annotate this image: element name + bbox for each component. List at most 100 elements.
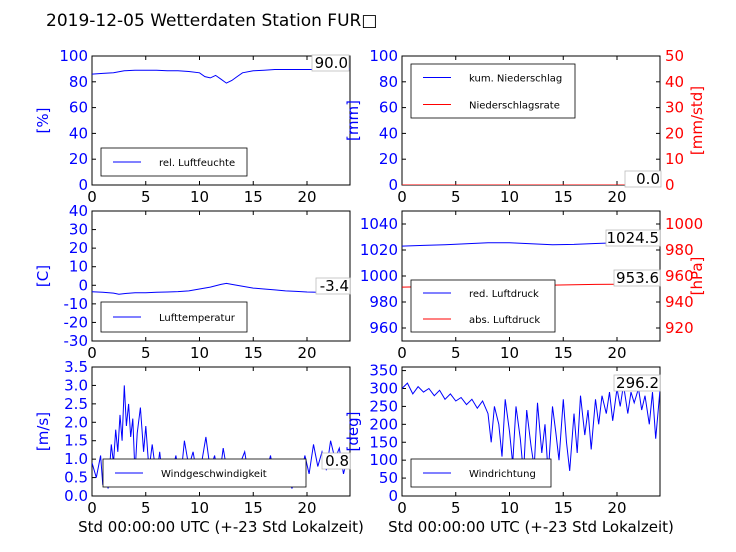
legend-entry: kum. Niederschlag xyxy=(469,74,562,85)
figure-title: 2019-12-05 Wetterdaten Station FUR□ xyxy=(46,11,377,31)
legend: Windgeschwindigkeit xyxy=(102,458,307,488)
y2-tick-label: 0 xyxy=(665,176,675,194)
current-value-box xyxy=(624,170,662,188)
y2-tick-label: 940 xyxy=(665,293,694,311)
legend: rel. Luftfeuchte xyxy=(100,147,248,177)
y-tick-label: 0 xyxy=(78,176,88,194)
x-tick-label: 5 xyxy=(451,344,461,362)
x-tick-label: 5 xyxy=(141,499,151,517)
y2-tick-label: 40 xyxy=(665,73,684,91)
x-tick-label: 5 xyxy=(451,188,461,206)
x-tick-label: 0 xyxy=(87,499,97,517)
y-tick-label: 20 xyxy=(69,239,88,257)
y-tick-label: 60 xyxy=(379,99,398,117)
current-value-box xyxy=(315,277,351,295)
y-tick-label: -10 xyxy=(64,295,89,313)
y-tick-label: 3.5 xyxy=(64,358,88,376)
y-axis-label: [m/s] xyxy=(34,412,52,451)
legend-entry: rel. Luftfeuchte xyxy=(159,158,235,169)
x-tick-label: 5 xyxy=(141,188,151,206)
x-tick-label: 20 xyxy=(297,188,316,206)
legend-entry: Lufttemperatur xyxy=(159,313,236,324)
legend-entry: Windrichtung xyxy=(469,469,536,480)
y-tick-label: 20 xyxy=(69,150,88,168)
x-tick-label: 10 xyxy=(190,499,209,517)
x-tick-label: 10 xyxy=(190,344,209,362)
y-tick-label: -30 xyxy=(64,332,89,350)
legend: kum. Niederschlag Niederschlagsrate xyxy=(410,63,576,119)
legend: Lufttemperatur xyxy=(100,301,248,333)
y-tick-label: 0.5 xyxy=(64,469,88,487)
chart-precip: 0 5 10 15 20 0 20 40 60 80 100 0 10 20 30 40 50 [mm] [mm/s… xyxy=(344,47,706,206)
x-tick-label: 20 xyxy=(297,499,316,517)
y-tick-label: 1.5 xyxy=(64,432,88,450)
y-tick-label: 150 xyxy=(369,433,398,451)
plot-frame xyxy=(401,366,661,497)
current-value-box xyxy=(311,54,350,72)
x-tick-label: 20 xyxy=(607,344,626,362)
x-tick-label: 20 xyxy=(607,188,626,206)
legend-box xyxy=(410,279,556,333)
y-tick-label: 0 xyxy=(388,176,398,194)
y-tick-label: 300 xyxy=(369,380,398,398)
x-tick-label: 10 xyxy=(500,344,519,362)
current-value-box xyxy=(605,229,661,247)
legend-entry: Niederschlagsrate xyxy=(469,101,560,112)
y-tick-label: 0 xyxy=(388,487,398,505)
x-tick-label: 10 xyxy=(190,188,209,206)
x-tick-label: 15 xyxy=(244,499,263,517)
y-tick-label: 1040 xyxy=(360,215,398,233)
chart-pressure: 0 5 10 15 20 960 980 1000 1020 1040 920 940 960 980 10… xyxy=(360,210,706,362)
current-value: 953.6 xyxy=(616,269,659,287)
x-axis-label: Std 00:00:00 UTC (+-23 Std Lokalzeit) xyxy=(78,518,364,536)
y2-axis-label: [hPa] xyxy=(688,257,706,296)
plot-frame xyxy=(91,210,351,342)
x-axis-label: Std 00:00:00 UTC (+-23 Std Lokalzeit) xyxy=(388,518,674,536)
x-tick-label: 5 xyxy=(141,344,151,362)
legend-entry: abs. Luftdruck xyxy=(469,315,540,326)
y-tick-label: 100 xyxy=(59,47,88,65)
current-value-box xyxy=(613,374,661,392)
y-tick-label: 2.5 xyxy=(64,395,88,413)
y-tick-label: 30 xyxy=(69,221,88,239)
x-tick-label: 0 xyxy=(397,344,407,362)
y-tick-label: 980 xyxy=(369,293,398,311)
legend: Windrichtung xyxy=(410,458,552,488)
chart-temperature: 0 5 10 15 20-30-20-10010203040[C]Lufttempera… xyxy=(34,202,351,362)
y2-tick-label: 20 xyxy=(665,124,684,142)
x-tick-label: 0 xyxy=(87,188,97,206)
y2-tick-label: 980 xyxy=(665,241,694,259)
y-tick-label: 60 xyxy=(69,99,88,117)
legend-entry: red. Luftdruck xyxy=(469,289,539,300)
x-tick-label: 10 xyxy=(500,499,519,517)
current-value: 296.2 xyxy=(616,374,659,392)
x-tick-label: 15 xyxy=(244,344,263,362)
y-tick-label: 50 xyxy=(379,469,398,487)
y-tick-label: 960 xyxy=(369,319,398,337)
y2-tick-label: 960 xyxy=(665,267,694,285)
x-tick-label: 10 xyxy=(500,188,519,206)
y2-tick-label: 30 xyxy=(665,99,684,117)
y-axis-label: [deg] xyxy=(344,412,362,452)
plot-frame xyxy=(91,366,351,497)
x-tick-label: 0 xyxy=(397,499,407,517)
y-tick-label: 100 xyxy=(369,451,398,469)
x-tick-label: 0 xyxy=(87,344,97,362)
x-tick-label: 20 xyxy=(297,344,316,362)
y-tick-label: 80 xyxy=(379,73,398,91)
legend-box xyxy=(410,63,576,119)
current-value: 1024.5 xyxy=(607,229,660,247)
y-tick-label: -20 xyxy=(64,313,89,331)
legend-entry: Windgeschwindigkeit xyxy=(161,469,267,480)
y-tick-label: 3.0 xyxy=(64,376,88,394)
current-value-box xyxy=(613,269,661,287)
x-tick-label: 0 xyxy=(397,188,407,206)
series-line-humidity-0 xyxy=(92,68,350,84)
y-tick-label: 1020 xyxy=(360,241,398,259)
x-tick-label: 5 xyxy=(451,499,461,517)
y2-tick-label: 10 xyxy=(665,150,684,168)
current-value: 0.0 xyxy=(636,170,660,188)
y-axis-label: [%] xyxy=(34,108,52,134)
y2-tick-label: 920 xyxy=(665,319,694,337)
